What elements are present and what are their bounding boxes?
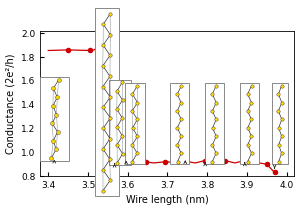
Point xyxy=(135,118,140,121)
Point xyxy=(179,135,184,138)
Bar xyxy=(109,80,131,165)
Point xyxy=(210,160,215,163)
Point xyxy=(51,87,56,90)
Bar xyxy=(95,8,118,196)
Point xyxy=(175,109,180,113)
Point xyxy=(210,143,215,146)
Bar xyxy=(125,83,145,164)
Point xyxy=(120,116,125,120)
Bar xyxy=(240,83,259,164)
Point xyxy=(245,160,250,163)
Point xyxy=(108,95,113,99)
Point xyxy=(175,143,180,146)
Bar xyxy=(40,77,68,161)
Bar xyxy=(205,83,224,164)
Point xyxy=(245,109,250,113)
Point xyxy=(115,143,119,147)
Point xyxy=(120,98,125,102)
Point xyxy=(120,81,125,84)
Point xyxy=(276,126,281,130)
Point xyxy=(276,92,281,96)
Point xyxy=(179,84,184,87)
Point xyxy=(115,161,120,164)
Point xyxy=(279,135,284,138)
Point xyxy=(56,78,61,81)
Point xyxy=(210,126,215,130)
Point xyxy=(135,135,140,138)
Point xyxy=(50,104,55,108)
Point xyxy=(276,143,281,146)
Bar xyxy=(272,83,288,164)
Point xyxy=(108,54,112,57)
Point xyxy=(279,118,284,121)
Point xyxy=(249,151,254,155)
Y-axis label: Conductance (2e²/h): Conductance (2e²/h) xyxy=(6,53,16,154)
Point xyxy=(101,23,106,26)
Point xyxy=(135,84,140,87)
Point xyxy=(100,64,105,68)
Point xyxy=(50,122,55,125)
Point xyxy=(54,113,59,116)
Bar xyxy=(170,83,189,164)
Point xyxy=(130,109,135,113)
Point xyxy=(100,85,105,88)
Point xyxy=(130,143,135,146)
Point xyxy=(130,92,135,96)
Point xyxy=(276,109,281,113)
Point xyxy=(108,137,112,140)
Point xyxy=(249,84,254,87)
Point xyxy=(100,189,105,192)
Point xyxy=(130,126,135,130)
Point xyxy=(115,125,119,129)
Point xyxy=(114,107,119,111)
Point xyxy=(115,89,119,93)
Point xyxy=(210,109,215,113)
Point xyxy=(130,160,135,163)
Point xyxy=(120,134,125,138)
Point xyxy=(175,160,180,163)
Point xyxy=(101,43,106,47)
Point xyxy=(210,92,214,96)
Point xyxy=(108,74,112,78)
Point xyxy=(249,118,254,121)
Point xyxy=(135,101,140,104)
Point xyxy=(54,148,58,151)
Point xyxy=(101,127,106,130)
Point xyxy=(120,152,125,156)
Point xyxy=(214,135,219,138)
Point xyxy=(49,156,54,160)
Point xyxy=(179,151,184,155)
Point xyxy=(214,118,219,121)
Point xyxy=(279,151,284,155)
Point xyxy=(108,116,113,120)
Point xyxy=(276,160,281,163)
Point xyxy=(179,101,184,104)
Point xyxy=(108,179,112,182)
Point xyxy=(175,126,180,130)
Point xyxy=(245,92,250,96)
Point xyxy=(100,147,105,151)
Point xyxy=(245,126,250,130)
X-axis label: Wire length (nm): Wire length (nm) xyxy=(126,195,209,206)
Point xyxy=(175,92,180,96)
Point xyxy=(249,135,254,138)
Point xyxy=(100,168,105,172)
Point xyxy=(214,151,218,155)
Point xyxy=(55,95,60,99)
Point xyxy=(249,101,254,104)
Point xyxy=(245,143,250,146)
Point xyxy=(214,101,219,104)
Point xyxy=(51,139,56,142)
Point xyxy=(55,130,60,134)
Point xyxy=(179,118,184,121)
Point xyxy=(279,84,284,87)
Point xyxy=(108,12,112,16)
Point xyxy=(214,84,219,87)
Point xyxy=(100,106,105,109)
Point xyxy=(107,158,112,161)
Point xyxy=(108,33,113,36)
Point xyxy=(135,151,140,155)
Point xyxy=(279,101,284,104)
